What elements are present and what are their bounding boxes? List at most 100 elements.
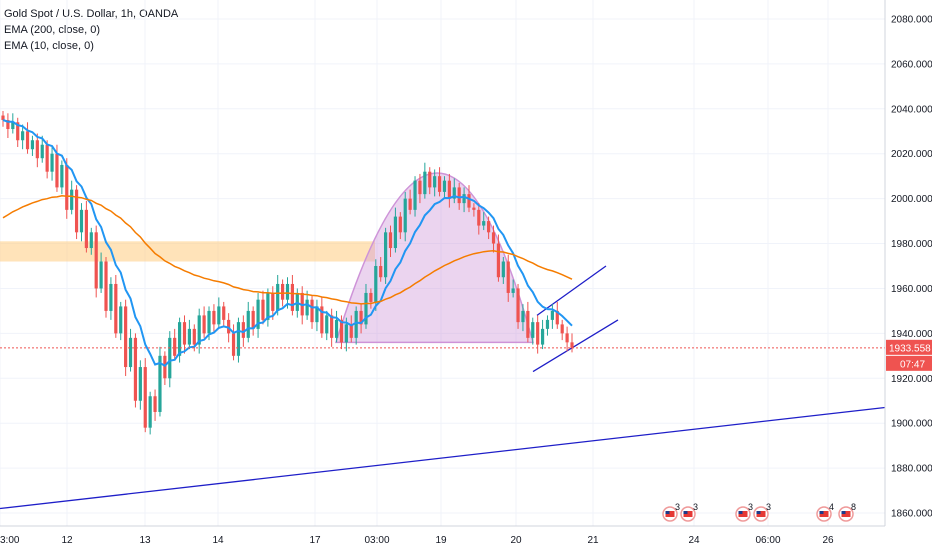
event-badge-count: 3	[675, 502, 680, 512]
event-badge[interactable]: 3	[735, 502, 753, 522]
candle-body	[536, 322, 540, 345]
candle-body	[374, 266, 378, 302]
candle-body	[457, 187, 461, 204]
flag-canton	[683, 511, 688, 514]
legend-symbol[interactable]: Gold Spot / U.S. Dollar, 1h, OANDA	[4, 8, 179, 20]
y-tick-label: 2060.000	[891, 59, 932, 70]
candle-body	[16, 122, 20, 141]
candle-body	[384, 232, 388, 278]
candle-body	[560, 324, 564, 334]
candle-body	[133, 337, 138, 401]
x-tick-label: 13	[139, 535, 151, 546]
y-tick-label: 1960.000	[891, 284, 932, 295]
candle-body	[487, 221, 491, 233]
candlesticks	[1, 111, 574, 435]
candle-body	[369, 292, 373, 302]
event-badges[interactable]: 3 3 3 3 4 8	[662, 502, 856, 522]
flag-stripes	[841, 511, 851, 517]
candle-body	[339, 319, 344, 343]
flag-stripes	[756, 511, 766, 517]
candle-body	[555, 310, 559, 325]
candle-body	[227, 319, 231, 334]
y-tick-label: 1880.000	[891, 464, 932, 475]
candle-body	[60, 164, 64, 188]
legend-ema10[interactable]: EMA (10, close, 0)	[4, 40, 94, 52]
candle-body	[138, 367, 142, 401]
candle-body	[388, 232, 393, 249]
candle-body	[315, 306, 319, 323]
flag-canton	[819, 511, 824, 514]
candle-body	[325, 315, 329, 334]
candle-body	[280, 283, 285, 300]
candle-body	[565, 333, 569, 343]
candle-body	[310, 299, 314, 323]
candle-body	[379, 266, 383, 278]
candle-body	[192, 328, 196, 345]
candle-body	[354, 310, 358, 338]
event-badge[interactable]: 3	[680, 502, 698, 522]
flag-canton	[665, 511, 670, 514]
trendlines	[0, 265, 886, 510]
event-badge-count: 3	[748, 502, 753, 512]
candle-body	[236, 322, 241, 356]
event-badge[interactable]: 3	[753, 502, 771, 522]
candle-body	[143, 367, 147, 428]
candle-body	[153, 396, 157, 412]
flag-canton	[738, 511, 743, 514]
x-tick-label: 19	[435, 535, 447, 546]
legend-ema200[interactable]: EMA (200, close, 0)	[4, 24, 100, 36]
y-tick-label: 2040.000	[891, 104, 932, 115]
candle-body	[540, 328, 545, 345]
y-tick-label: 1940.000	[891, 329, 932, 340]
resistance-zone	[0, 241, 375, 262]
flag-stripes	[738, 511, 748, 517]
candle-body	[266, 292, 270, 320]
candle-body	[11, 122, 15, 130]
x-tick-label: 26	[822, 535, 834, 546]
candle-body	[241, 322, 245, 338]
x-tick-label: 24	[688, 535, 700, 546]
candle-body	[45, 144, 49, 172]
event-badge-count: 3	[693, 502, 698, 512]
candle-body	[403, 198, 407, 233]
candle-body	[305, 299, 309, 316]
candle-body	[55, 153, 59, 188]
candle-body	[79, 209, 84, 233]
ema200-line	[2, 195, 573, 305]
ema10-line	[2, 119, 573, 367]
event-badge[interactable]: 4	[816, 502, 834, 522]
candle-body	[447, 180, 451, 199]
candle-body	[217, 306, 221, 325]
y-tick-label: 2080.000	[891, 14, 932, 25]
candle-body	[452, 187, 456, 199]
candle-body	[550, 310, 554, 320]
candle-body	[472, 207, 476, 210]
y-tick-label: 1900.000	[891, 419, 932, 430]
x-tick-label: 06:00	[755, 535, 780, 546]
channel-upper-line	[536, 265, 607, 316]
candle-body	[521, 310, 525, 323]
candle-body	[398, 216, 402, 233]
flag-canton	[756, 511, 761, 514]
candle-body	[271, 292, 275, 311]
price-tag-countdown: 07:47	[900, 359, 925, 370]
candle-body	[511, 288, 515, 293]
candle-body	[531, 322, 535, 338]
x-tick-label: 14	[212, 535, 224, 546]
price-tag-box	[886, 339, 932, 355]
event-badge[interactable]: 3	[662, 502, 680, 522]
candle-body	[344, 324, 348, 343]
candle-body	[482, 221, 486, 226]
candle-body	[148, 396, 152, 428]
candle-body	[25, 131, 30, 150]
x-tick-label: 12	[61, 535, 73, 546]
candle-body	[393, 216, 398, 249]
candle-body	[222, 306, 226, 320]
event-badge[interactable]: 8	[838, 502, 856, 522]
candle-body	[202, 315, 206, 334]
candle-body	[40, 144, 44, 159]
countdown-box	[886, 355, 932, 371]
candle-body	[168, 337, 172, 379]
candle-body	[207, 310, 211, 334]
